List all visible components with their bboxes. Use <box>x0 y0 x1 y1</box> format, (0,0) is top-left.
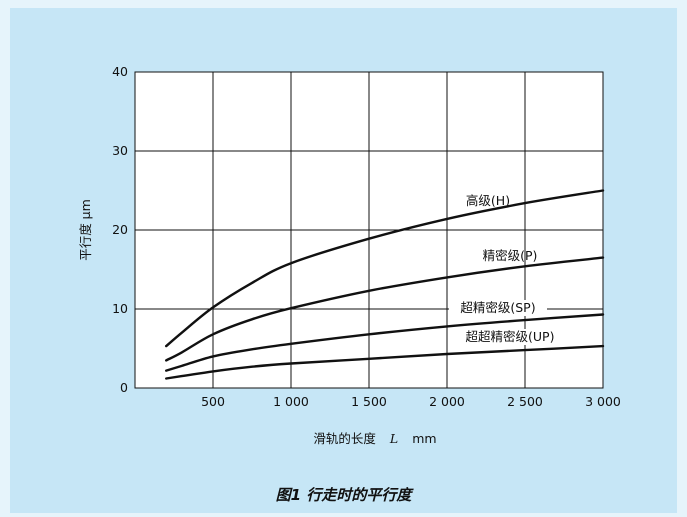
x-axis-unit: mm <box>412 431 436 446</box>
y-tick-label: 40 <box>112 64 128 79</box>
series-label: 高级(H) <box>466 193 510 208</box>
series-label: 精密级(P) <box>483 248 538 263</box>
x-tick-label: 3 000 <box>585 394 621 409</box>
y-axis-label: 平行度 μm <box>78 199 93 261</box>
x-tick-labels: 500 1 000 1 500 2 000 2 500 3 000 <box>201 394 621 409</box>
series-label-background <box>455 329 565 345</box>
y-tick-label: 0 <box>120 380 128 395</box>
x-axis-label-text: 滑轨的长度 <box>313 431 376 446</box>
x-tick-label: 2 500 <box>507 394 543 409</box>
x-axis-variable: L <box>389 431 398 446</box>
series-label-background <box>449 300 547 316</box>
series-line <box>165 256 605 362</box>
y-tick-labels: 0 10 20 30 40 <box>112 64 128 395</box>
x-tick-label: 1 500 <box>351 394 387 409</box>
y-tick-label: 10 <box>112 301 128 316</box>
series-group <box>165 189 605 380</box>
x-tick-label: 2 000 <box>429 394 465 409</box>
series-label: 超精密级(SP) <box>460 300 535 315</box>
x-tick-label: 500 <box>201 394 225 409</box>
series-label: 超超精密级(UP) <box>466 329 555 344</box>
series-line <box>165 189 605 348</box>
figure-caption: 图1 行走时的平行度 <box>275 486 412 504</box>
y-tick-label: 30 <box>112 143 128 158</box>
y-tick-label: 20 <box>112 222 128 237</box>
x-tick-label: 1 000 <box>273 394 309 409</box>
series-line <box>165 344 605 380</box>
series-line <box>165 313 605 372</box>
series-labels: 高级(H) 精密级(P) 超精密级(SP) 超超精密级(UP) <box>449 193 565 345</box>
